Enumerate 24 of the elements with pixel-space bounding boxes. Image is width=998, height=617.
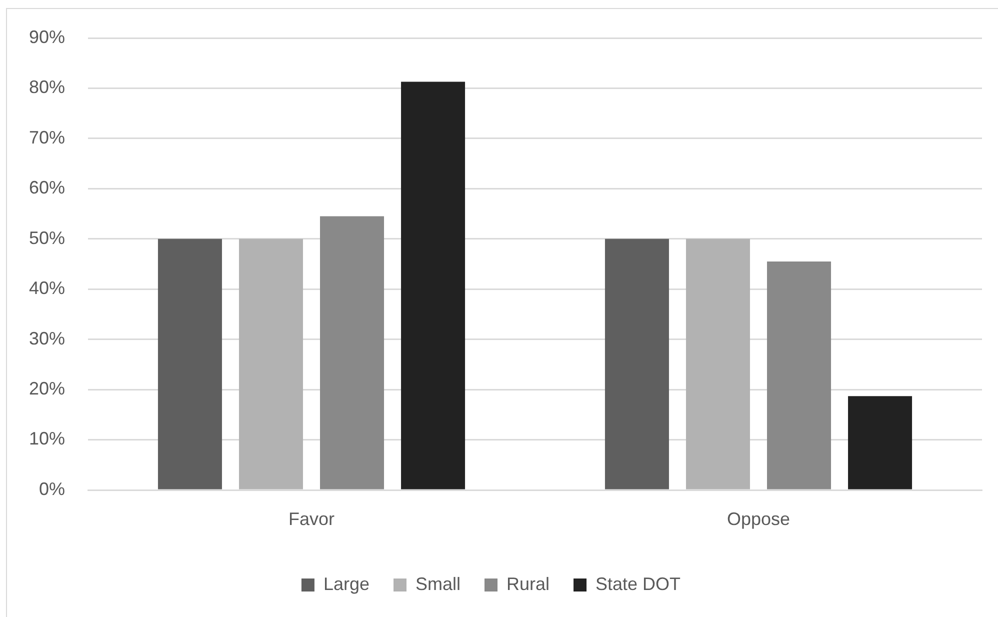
legend-label: Large xyxy=(323,574,370,594)
x-tick-label: Oppose xyxy=(726,508,790,529)
y-tick-label: 40% xyxy=(28,278,65,298)
bar xyxy=(604,238,669,490)
y-tick-label: 50% xyxy=(28,228,65,248)
bar xyxy=(767,261,832,490)
bar xyxy=(686,238,750,490)
y-tick-label: 80% xyxy=(28,77,65,98)
legend-label: State DOT xyxy=(596,574,681,594)
y-tick-label: 30% xyxy=(28,328,65,348)
bar xyxy=(848,396,912,490)
y-tick-label: 90% xyxy=(28,26,65,47)
bar xyxy=(158,238,222,490)
bar xyxy=(320,216,384,490)
legend-label: Small xyxy=(415,574,461,594)
x-tick-label: Favor xyxy=(288,508,335,529)
bar xyxy=(401,82,466,490)
legend-label: Rural xyxy=(506,574,550,594)
y-tick-label: 10% xyxy=(28,428,65,449)
y-tick-label: 0% xyxy=(38,478,65,499)
y-tick-label: 60% xyxy=(28,178,65,198)
y-tick-label: 70% xyxy=(28,127,65,148)
bar xyxy=(238,238,303,490)
y-tick-label: 20% xyxy=(28,378,65,399)
